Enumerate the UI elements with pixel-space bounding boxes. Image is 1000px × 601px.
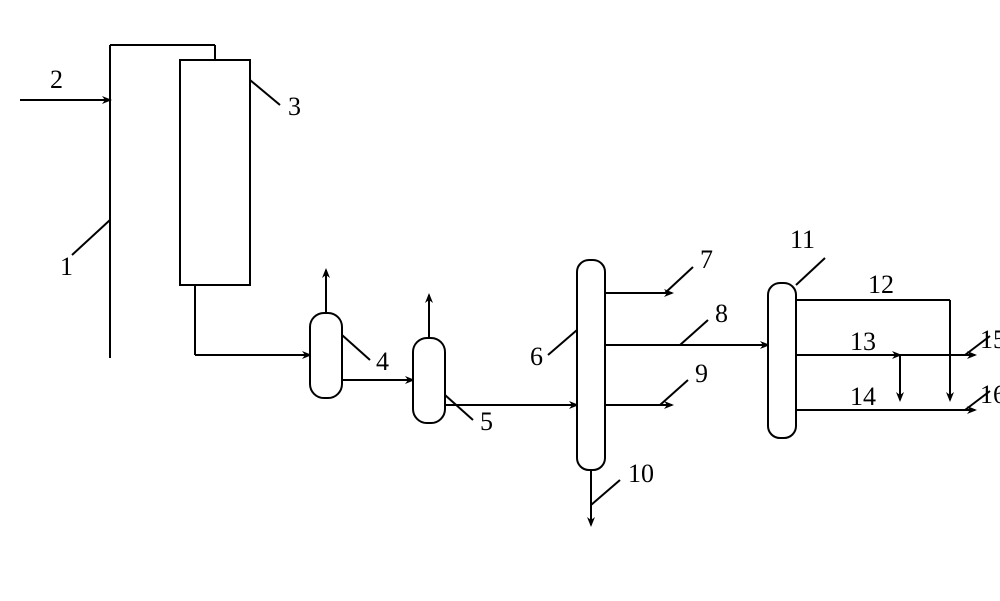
leader-l1 <box>72 220 110 255</box>
leader-l6 <box>548 330 577 355</box>
node-col6 <box>577 260 605 470</box>
process-flow-diagram: 12345678910111213141516 <box>0 0 1000 601</box>
label-n13: 13 <box>850 327 876 356</box>
node-sep5 <box>413 338 445 423</box>
flow-lines <box>20 45 975 525</box>
node-reactor3 <box>180 60 250 285</box>
label-n16: 16 <box>980 380 1000 409</box>
node-col11 <box>768 283 796 438</box>
label-n8: 8 <box>715 299 728 328</box>
leader-l8 <box>680 320 708 345</box>
leader-l11 <box>796 258 825 285</box>
label-n12: 12 <box>868 270 894 299</box>
leader-l5 <box>445 395 473 420</box>
label-n15: 15 <box>980 325 1000 354</box>
label-n3: 3 <box>288 92 301 121</box>
label-n14: 14 <box>850 382 876 411</box>
label-n10: 10 <box>628 459 654 488</box>
leader-l7 <box>665 267 693 293</box>
label-n2: 2 <box>50 65 63 94</box>
label-n6: 6 <box>530 342 543 371</box>
node-sep4 <box>310 313 342 398</box>
leader-l10 <box>591 480 620 505</box>
label-n4: 4 <box>376 347 389 376</box>
label-n11: 11 <box>790 225 815 254</box>
leader-l9 <box>660 380 688 405</box>
label-n5: 5 <box>480 407 493 436</box>
leader-l4 <box>342 335 370 360</box>
label-n7: 7 <box>700 245 713 274</box>
leader-l3 <box>250 80 280 105</box>
label-n9: 9 <box>695 359 708 388</box>
label-n1: 1 <box>60 252 73 281</box>
